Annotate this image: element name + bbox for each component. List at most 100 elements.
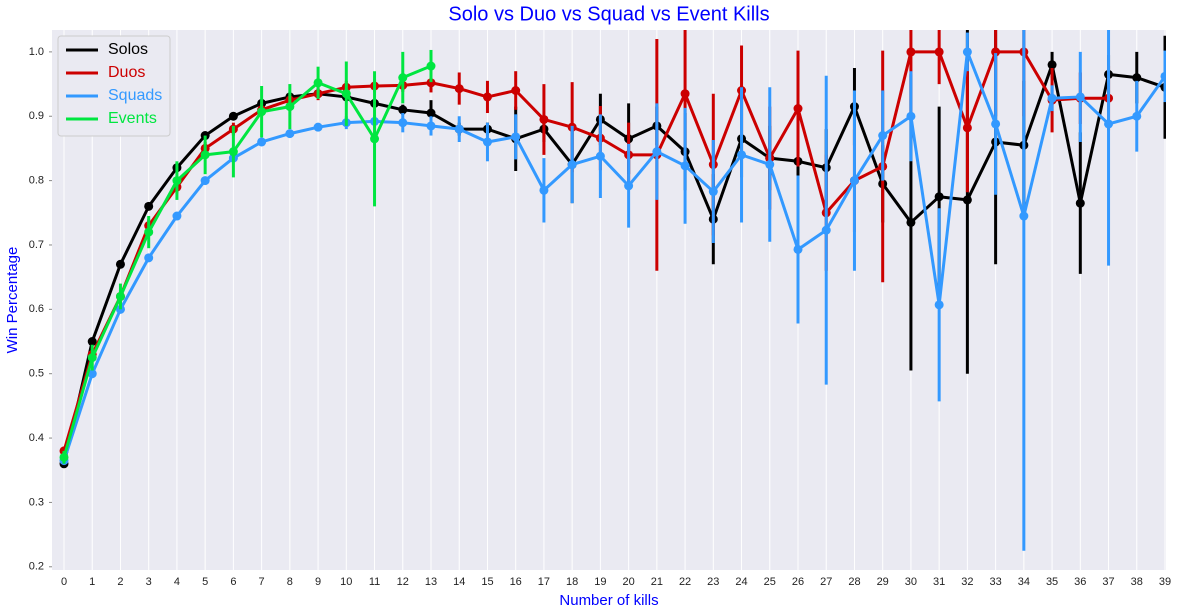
series-line bbox=[62, 50, 1109, 452]
point bbox=[87, 337, 97, 347]
x-tick-label: 12 bbox=[397, 576, 409, 588]
point bbox=[426, 121, 436, 131]
x-tick-label: 39 bbox=[1159, 576, 1171, 588]
x-tick-label: 32 bbox=[961, 576, 973, 588]
y-tick-label: 0.3 bbox=[29, 496, 44, 508]
point bbox=[115, 259, 125, 269]
point bbox=[341, 89, 351, 99]
point bbox=[285, 102, 295, 112]
point bbox=[934, 47, 944, 57]
x-tick-label: 27 bbox=[820, 576, 832, 588]
x-tick-label: 9 bbox=[315, 576, 321, 588]
point bbox=[511, 132, 521, 142]
point bbox=[624, 181, 634, 191]
point bbox=[398, 105, 408, 115]
point bbox=[878, 131, 888, 141]
x-tick-label: 28 bbox=[848, 576, 860, 588]
y-tick-label: 0.8 bbox=[29, 175, 44, 187]
series-line bbox=[62, 50, 1166, 462]
point bbox=[906, 47, 916, 57]
x-tick-label: 22 bbox=[679, 576, 691, 588]
point bbox=[511, 86, 521, 96]
legend-label: Duos bbox=[108, 64, 145, 81]
point bbox=[87, 353, 97, 363]
point bbox=[426, 61, 436, 71]
point bbox=[454, 84, 464, 94]
x-tick-label: 1 bbox=[89, 576, 95, 588]
point bbox=[200, 150, 210, 160]
legend-label: Solos bbox=[108, 41, 148, 58]
point bbox=[257, 137, 267, 147]
point bbox=[426, 108, 436, 118]
point bbox=[962, 47, 972, 57]
x-tick-label: 16 bbox=[510, 576, 522, 588]
point bbox=[821, 225, 831, 235]
y-tick-label: 0.9 bbox=[29, 110, 44, 122]
x-tick-label: 30 bbox=[905, 576, 917, 588]
x-tick-label: 38 bbox=[1131, 576, 1143, 588]
x-tick-label: 4 bbox=[174, 576, 180, 588]
x-tick-label: 18 bbox=[566, 576, 578, 588]
point bbox=[1104, 119, 1114, 129]
x-tick-label: 6 bbox=[230, 576, 236, 588]
point bbox=[906, 111, 916, 121]
x-tick-label: 0 bbox=[61, 576, 67, 588]
point bbox=[765, 160, 775, 170]
x-tick-label: 25 bbox=[764, 576, 776, 588]
x-tick-label: 10 bbox=[340, 576, 352, 588]
point bbox=[1160, 71, 1166, 81]
point bbox=[991, 47, 1001, 57]
point bbox=[285, 129, 295, 139]
point bbox=[652, 147, 662, 157]
x-tick-label: 20 bbox=[622, 576, 634, 588]
point bbox=[1132, 111, 1142, 121]
point bbox=[172, 211, 182, 221]
y-tick-label: 0.2 bbox=[29, 561, 44, 573]
x-tick-label: 23 bbox=[707, 576, 719, 588]
plot-layer bbox=[59, 30, 1166, 551]
x-tick-label: 17 bbox=[538, 576, 550, 588]
point bbox=[115, 291, 125, 301]
x-tick-label: 3 bbox=[146, 576, 152, 588]
x-tick-label: 8 bbox=[287, 576, 293, 588]
y-tick-label: 0.4 bbox=[29, 432, 44, 444]
point bbox=[934, 192, 944, 202]
point bbox=[1132, 73, 1142, 83]
x-tick-label: 34 bbox=[1018, 576, 1030, 588]
point bbox=[539, 185, 549, 195]
point bbox=[934, 300, 944, 310]
legend-label: Events bbox=[108, 110, 157, 127]
x-tick-label: 11 bbox=[369, 576, 380, 588]
x-tick-label: 21 bbox=[651, 576, 663, 588]
point bbox=[680, 89, 690, 99]
point bbox=[87, 369, 97, 379]
x-tick-label: 29 bbox=[877, 576, 889, 588]
point bbox=[1075, 198, 1085, 208]
plot-area bbox=[52, 30, 1166, 570]
legend-box bbox=[57, 35, 171, 137]
x-tick-label: 33 bbox=[989, 576, 1001, 588]
point bbox=[228, 111, 238, 121]
point bbox=[172, 176, 182, 186]
point bbox=[595, 151, 605, 161]
point bbox=[539, 114, 549, 124]
point bbox=[398, 118, 408, 128]
point bbox=[144, 253, 154, 263]
point bbox=[257, 107, 267, 117]
x-tick-label: 15 bbox=[481, 576, 493, 588]
point bbox=[1019, 211, 1029, 221]
y-tick-label: 1.0 bbox=[29, 46, 44, 58]
point bbox=[1075, 92, 1085, 102]
point bbox=[708, 187, 718, 197]
legend-label: Squads bbox=[108, 87, 162, 104]
x-tick-label: 7 bbox=[259, 576, 265, 588]
point bbox=[59, 452, 69, 462]
x-tick-label: 26 bbox=[792, 576, 804, 588]
point bbox=[991, 119, 1001, 129]
x-tick-label: 37 bbox=[1102, 576, 1114, 588]
point bbox=[849, 176, 859, 186]
point bbox=[313, 78, 323, 88]
chart-title: Solo vs Duo vs Squad vs Event Kills bbox=[448, 3, 769, 25]
point bbox=[793, 104, 803, 114]
